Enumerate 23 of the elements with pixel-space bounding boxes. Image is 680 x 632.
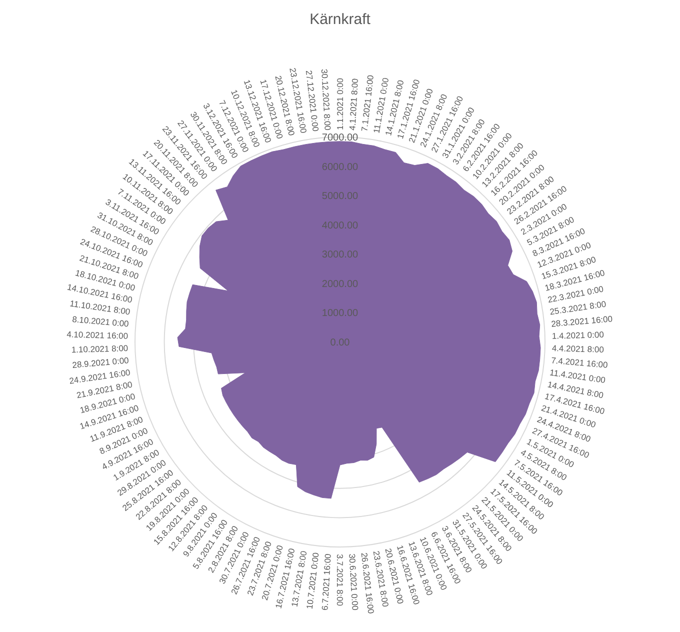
spoke-label: 8.10.2021 0:00 [72,314,130,329]
spoke-label: 4.10.2021 16:00 [66,329,128,341]
spoke-label: 30.6.2021 0:00 [347,553,360,611]
chart-title: Kärnkraft [310,11,372,28]
spoke-label: 7.4.2021 16:00 [550,355,608,370]
y-tick-label: 5000.00 [322,191,359,202]
y-tick-label: 2000.00 [322,278,359,290]
y-tick-label: 4000.00 [322,220,359,232]
spoke-label: 4.1.2021 8:00 [347,78,360,131]
spoke-label: 6.7.2021 16:00 [320,553,333,611]
spoke-label: 3.7.2021 8:00 [335,554,346,606]
y-tick-label: 3000.00 [322,250,359,261]
y-tick-label: 7000.00 [322,132,359,144]
spoke-label: 28.3.2021 16:00 [550,314,614,329]
spoke-label: 1.10.2021 8:00 [71,343,128,355]
y-tick-label: 0.00 [330,338,350,348]
y-tick-label: 1000.00 [322,308,359,320]
spoke-label: 30.12.2021 8:00 [319,68,333,131]
spoke-label: 4.4.2021 8:00 [552,343,604,355]
spoke-label: 28.9.2021 0:00 [72,355,130,370]
spoke-label: 1.1.2021 0:00 [334,78,345,130]
y-tick-label: 6000.00 [322,162,359,173]
spoke-label: 1.4.2021 0:00 [552,329,604,341]
